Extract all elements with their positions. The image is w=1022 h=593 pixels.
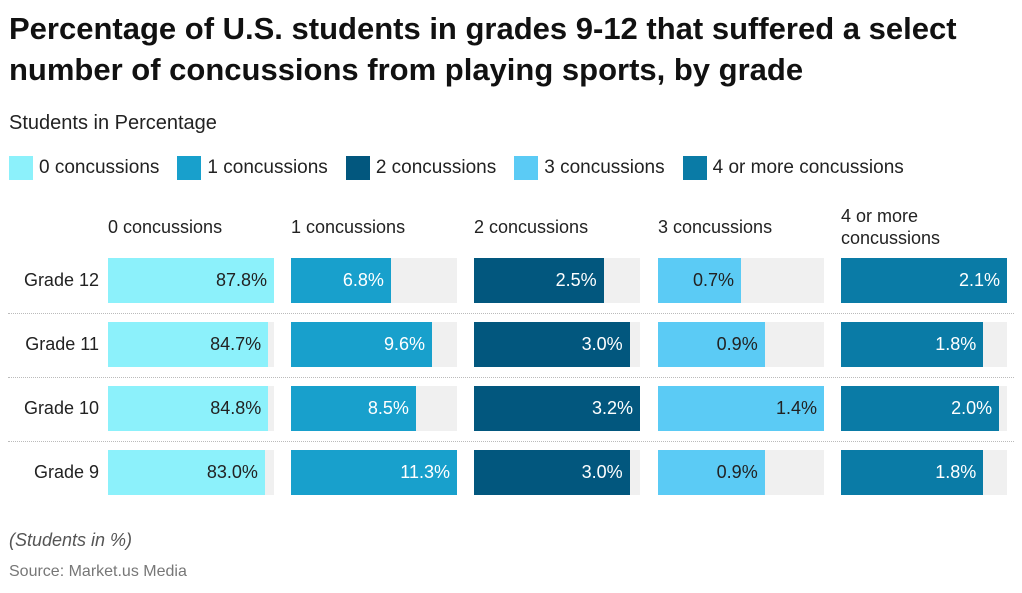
legend-label: 0 concussions [39, 157, 160, 178]
legend-label: 2 concussions [375, 157, 497, 178]
data-label: 1.8% [935, 462, 977, 482]
bar [474, 386, 640, 431]
row-separator [8, 377, 1014, 378]
bar [291, 450, 457, 495]
column-header: 0 concussions [108, 217, 223, 237]
legend-item: 4 or more concussions [682, 156, 904, 180]
data-label: 0.7% [692, 270, 734, 290]
bar [474, 450, 630, 495]
data-label: 6.8% [342, 270, 384, 290]
data-label: 3.2% [591, 398, 633, 418]
data-label: 0.9% [716, 334, 758, 354]
bar [291, 258, 391, 303]
bar [474, 258, 604, 303]
column-header: 3 concussions [658, 217, 773, 237]
bar [841, 386, 1000, 431]
bar [658, 258, 741, 303]
bar [108, 450, 265, 495]
legend-label: 1 concussions [207, 157, 328, 178]
legend-item: 1 concussions [177, 156, 328, 180]
data-label: 2.5% [555, 270, 597, 290]
data-label: 9.6% [383, 334, 426, 354]
bar [658, 386, 824, 431]
legend-item: 0 concussions [9, 156, 159, 180]
legend-item: 2 concussions [345, 156, 497, 180]
data-label: 84.8% [210, 398, 262, 418]
bar [841, 450, 984, 495]
bar [474, 322, 630, 367]
data-label: 83.0% [206, 462, 258, 482]
row-label: Grade 11 [25, 334, 99, 354]
legend-label: 3 concussions [544, 157, 665, 178]
data-label: 3.0% [581, 334, 623, 354]
column-header: 4 or more concussions [841, 206, 941, 248]
legend-item: 3 concussions [514, 156, 665, 180]
chart-title: Percentage of U.S. students in grades 9-… [9, 11, 957, 87]
legend-swatch [177, 156, 202, 180]
legend: 0 concussions 1 concussions 2 concussions 3… [9, 156, 904, 180]
bar [658, 322, 765, 367]
source: Source: Market.us Media [9, 563, 187, 580]
row-label: Grade 12 [23, 270, 99, 290]
data-label: 87.8% [215, 270, 267, 290]
legend-swatch [9, 156, 33, 180]
row-label: Grade 9 [33, 462, 99, 482]
column-header: 2 concussions [474, 217, 589, 237]
data-label: 8.5% [367, 398, 409, 418]
data-label: 84.7% [210, 334, 262, 354]
row-separator [8, 313, 1014, 314]
row-separator [8, 441, 1014, 442]
legend-swatch [514, 156, 539, 180]
row-label: Grade 10 [23, 398, 99, 418]
legend-swatch [682, 156, 707, 180]
data-label: 1.8% [935, 334, 977, 354]
data-label: 0.9% [716, 462, 758, 482]
legend-label: 4 or more concussions [712, 157, 904, 178]
bar [291, 386, 416, 431]
bar [841, 258, 1007, 303]
column-header: 1 concussions [291, 217, 406, 237]
bar [658, 450, 765, 495]
data-label: 2.1% [958, 270, 1000, 290]
bar [108, 386, 269, 431]
bar [291, 322, 433, 367]
chart-note: (Students in %) [9, 530, 133, 550]
legend-swatch [345, 156, 370, 180]
bar [841, 322, 984, 367]
data-label: 11.3% [400, 462, 450, 482]
data-label: 2.0% [951, 398, 993, 418]
data-label: 3.0% [581, 462, 623, 482]
data-label: 1.4% [775, 398, 817, 418]
chart-subtitle: Students in Percentage [9, 112, 217, 134]
bar [108, 322, 269, 367]
bar [108, 258, 274, 303]
